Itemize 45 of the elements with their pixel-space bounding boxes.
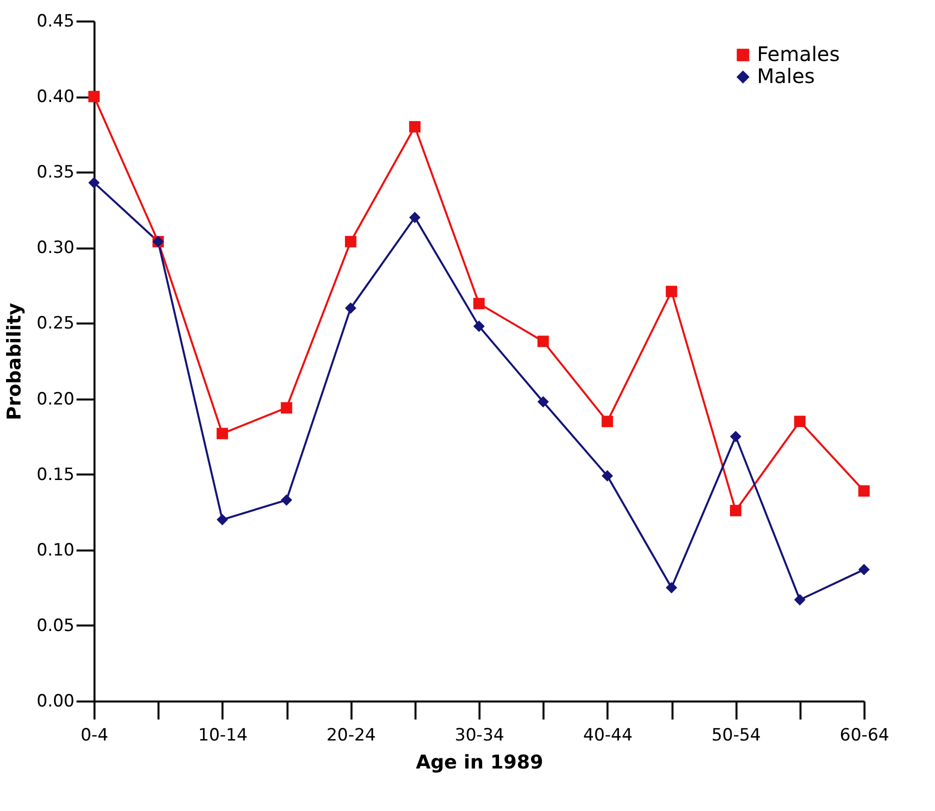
x-tick-label: 10-14 <box>198 726 248 746</box>
point <box>537 336 549 348</box>
y-tick-label: 0.30 <box>36 238 74 258</box>
y-tick-label: 0.40 <box>36 87 74 108</box>
point <box>280 402 292 414</box>
x-tick-label: 0-4 <box>80 726 108 746</box>
point <box>602 416 614 428</box>
legend-label: Males <box>757 64 815 88</box>
y-tick-label: 0.00 <box>36 692 74 712</box>
point <box>88 90 100 102</box>
point <box>409 212 421 224</box>
y-tick-label: 0.35 <box>36 162 74 183</box>
x-tick-label: 20-24 <box>326 726 376 746</box>
y-tick-label: 0.15 <box>36 464 74 485</box>
point <box>794 594 806 606</box>
x-tick-label: 60-64 <box>840 726 890 746</box>
point <box>344 302 356 314</box>
point <box>858 564 870 576</box>
point <box>280 494 292 506</box>
x-axis-title: Age in 1989 <box>416 752 544 774</box>
point <box>473 320 485 332</box>
point <box>858 485 870 497</box>
point <box>88 176 100 188</box>
point <box>216 514 228 526</box>
point <box>730 430 742 442</box>
y-axis-title: Probability <box>4 302 26 420</box>
x-tick-label: 50-54 <box>711 726 761 746</box>
y-tick-label: 0.10 <box>36 540 74 560</box>
point <box>344 236 356 248</box>
point <box>409 121 421 132</box>
point <box>666 582 678 594</box>
y-tick-label: 0.45 <box>36 12 74 32</box>
y-tick-label: 0.25 <box>36 314 74 334</box>
y-tick-label: 0.05 <box>36 616 74 636</box>
point <box>666 286 678 298</box>
x-tick-label: 30-34 <box>454 726 504 746</box>
point <box>216 428 228 440</box>
point <box>794 416 806 428</box>
point <box>473 298 485 310</box>
point <box>730 504 742 516</box>
legend-label: Females <box>757 42 840 66</box>
x-tick-label: 40-44 <box>583 726 633 746</box>
point <box>537 396 549 408</box>
point <box>602 470 614 482</box>
y-tick-label: 0.20 <box>36 389 74 410</box>
